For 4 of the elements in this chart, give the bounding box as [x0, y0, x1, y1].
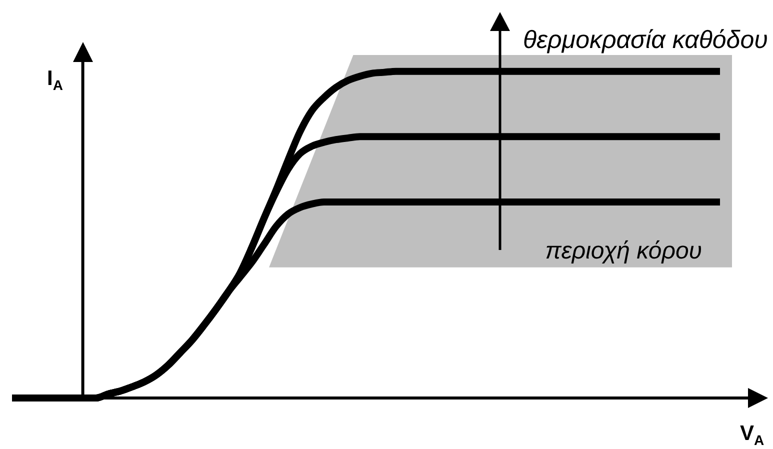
band-label: περιοχή κόρου: [545, 237, 702, 264]
text: θερμοκρασία καθόδου: [523, 26, 768, 54]
x-axis-title: V$_{A}$: [740, 422, 764, 448]
y-axis-title: I$_{A}$: [47, 67, 63, 93]
